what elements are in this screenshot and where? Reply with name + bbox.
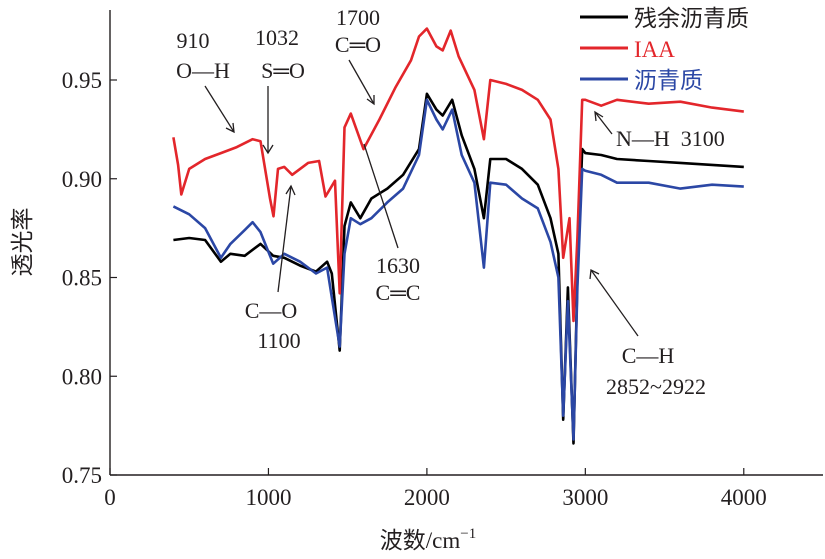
x-tick-label: 2000: [404, 485, 450, 510]
annotation-ch-arrow: [590, 269, 639, 337]
svg-text:C═C: C═C: [376, 280, 421, 305]
annotation-cc: 1630 C═C: [363, 143, 421, 305]
svg-text:1630: 1630: [376, 253, 420, 278]
series-line-1: [172, 27, 744, 323]
annotation-nh: N—H 3100: [594, 110, 725, 151]
legend-label-1: IAA: [634, 37, 675, 62]
legend-label-0: 残余沥青质: [634, 6, 749, 31]
svg-text:S═O: S═O: [261, 58, 305, 83]
annotation-co2: 1700 C═O: [335, 5, 381, 106]
svg-text:C═O: C═O: [335, 32, 381, 57]
svg-text:C—O: C—O: [245, 298, 298, 323]
legend-label-2: 沥青质: [634, 68, 703, 93]
annotation-oh: 910 O—H: [176, 28, 235, 134]
y-axis-label: 透光率: [10, 208, 35, 277]
svg-text:1700: 1700: [336, 5, 380, 30]
svg-text:C—H: C—H: [622, 343, 675, 368]
svg-text:O—H: O—H: [176, 58, 230, 83]
svg-text:N—H 3100: N—H 3100: [616, 126, 725, 151]
y-tick-label: 0.75: [62, 463, 102, 488]
annotation-nh-arrow: [594, 111, 613, 135]
annotation-oh-arrow: [204, 85, 235, 133]
series-line-2: [172, 98, 744, 441]
svg-text:1100: 1100: [257, 328, 300, 353]
annotation-co1: C—O 1100: [245, 184, 301, 353]
series-layer: [172, 27, 744, 445]
x-tick-label: 3000: [562, 485, 608, 510]
annotation-ch: C—H 2852~2922: [589, 269, 706, 399]
legend: 残余沥青质 IAA 沥青质: [580, 6, 749, 93]
y-tick-label: 0.90: [62, 167, 102, 192]
annotation-so: 1032 S═O: [255, 25, 305, 155]
annotation-cc-arrow: [363, 143, 399, 249]
x-tick-label: 0: [104, 485, 116, 510]
x-axis-label: 波数/cm−1: [380, 526, 476, 553]
x-tick-label: 1000: [245, 485, 291, 510]
svg-text:1032: 1032: [255, 25, 299, 50]
y-tick-label: 0.80: [62, 364, 102, 389]
svg-text:910: 910: [177, 28, 210, 53]
svg-text:2852~2922: 2852~2922: [606, 374, 706, 399]
x-tick-label: 4000: [721, 485, 767, 510]
annotation-co1-arrow: [277, 185, 292, 293]
y-tick-label: 0.85: [62, 266, 102, 291]
tick-layer: 0 1000 2000 3000 4000 0.75 0.80 0.85 0.90 0.95: [62, 68, 767, 510]
y-tick-label: 0.95: [62, 68, 102, 93]
annotation-co2-arrow: [348, 59, 375, 105]
